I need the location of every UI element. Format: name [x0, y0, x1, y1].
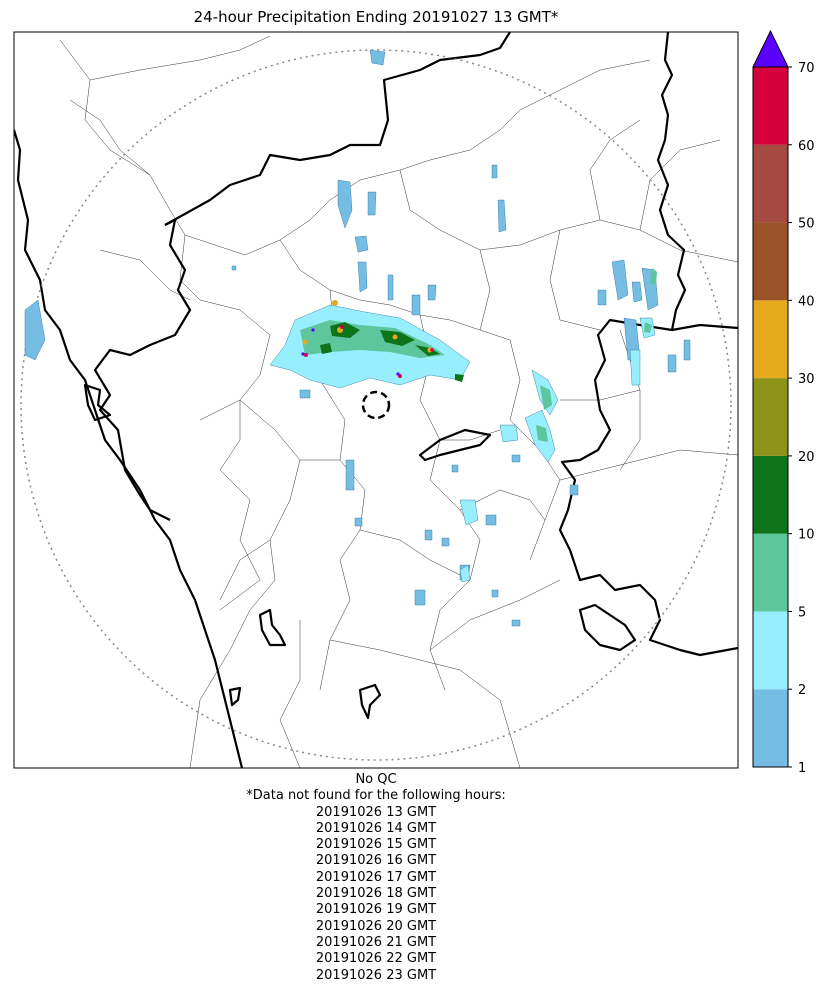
footer-notes: No QC *Data not found for the following …: [14, 772, 738, 984]
colorbar-segment: [753, 378, 788, 456]
colorbar-segment: [753, 300, 788, 379]
colorbar-tick-label: 40: [798, 294, 815, 309]
precipitation-echoes: [24, 49, 691, 627]
colorbar-segment: [753, 67, 788, 145]
colorbar-tick-label: 1: [798, 761, 806, 776]
colorbar-tick-label: 20: [798, 450, 815, 465]
missing-hour: 20191026 22 GMT: [315, 951, 437, 967]
colorbar-extend-arrow: [752, 29, 789, 68]
map-frame: [13, 31, 739, 769]
missing-hour: 20191026 20 GMT: [315, 918, 437, 934]
missing-hour: 20191026 14 GMT: [315, 820, 437, 836]
colorbar-tick-label: 50: [798, 217, 815, 232]
missing-hour: 20191026 15 GMT: [315, 837, 437, 853]
missing-hour: 20191026 19 GMT: [315, 902, 437, 918]
missing-hour: 20191026 23 GMT: [315, 967, 437, 983]
colorbar-tick-label: 10: [798, 528, 815, 543]
missing-hour: 20191026 17 GMT: [315, 869, 437, 885]
colorbar-segment: [753, 455, 788, 534]
colorbar-tick-label: 60: [798, 139, 815, 154]
colorbar-tick-label: 2: [798, 683, 806, 698]
map-title: 24-hour Precipitation Ending 20191027 13…: [193, 8, 559, 26]
colorbar-segment: [753, 144, 788, 223]
colorbar-segment: [753, 222, 788, 301]
missing-hour: 20191026 16 GMT: [315, 853, 437, 869]
colorbar-tick-label: 5: [798, 605, 806, 620]
colorbar-segment: [753, 689, 788, 767]
missing-hours-heading: *Data not found for the following hours:: [246, 788, 506, 804]
qc-label: No QC: [355, 772, 397, 787]
colorbar-segment: [753, 611, 788, 690]
radar-range-ring: [20, 49, 732, 761]
colorbar-segment: [753, 533, 788, 612]
missing-hour: 20191026 18 GMT: [315, 886, 437, 902]
state-boundaries: [14, 32, 738, 768]
radar-site-marker: [361, 390, 391, 420]
colorbar-tick-label: 30: [798, 372, 815, 387]
colorbar-frame: [752, 67, 789, 768]
missing-hour: 20191026 13 GMT: [315, 804, 437, 820]
missing-hour: 20191026 21 GMT: [315, 934, 437, 950]
colorbar-tick-label: 70: [798, 61, 815, 76]
